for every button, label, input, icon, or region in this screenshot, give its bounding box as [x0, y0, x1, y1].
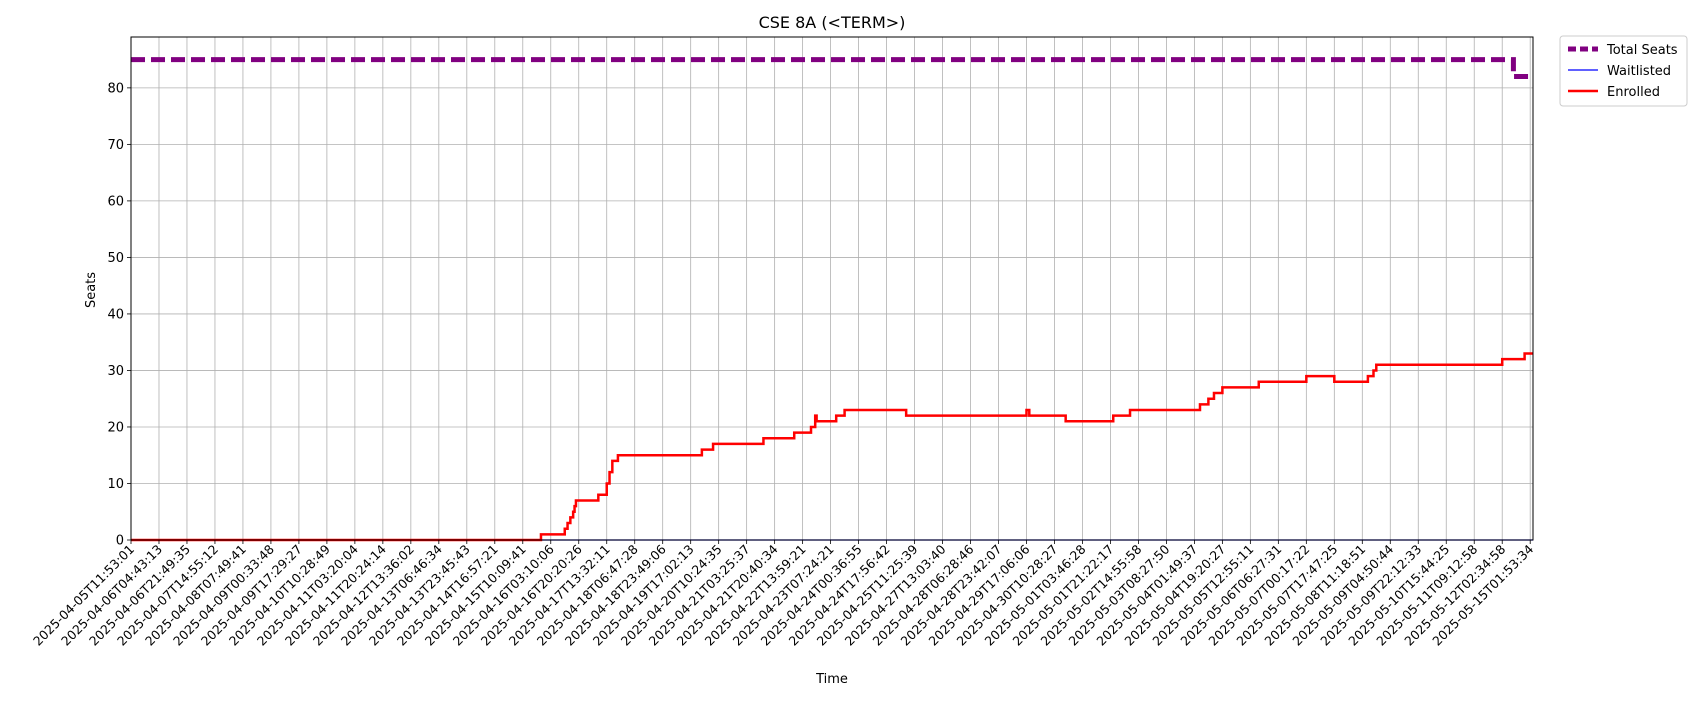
- legend: Total Seats Waitlisted Enrolled: [1559, 35, 1688, 107]
- y-tick-label: 40: [107, 307, 124, 322]
- series-lines: [131, 57, 1533, 542]
- y-tick-label: 30: [107, 364, 124, 379]
- y-tick-label: 60: [107, 194, 124, 209]
- x-axis-ticks: 2025-04-05T11:53:012025-04-06T04:43:1320…: [30, 540, 1536, 649]
- series-line-total-seats: [131, 57, 1533, 80]
- y-axis-label: Seats: [84, 272, 99, 308]
- series-line-enrolled: [131, 352, 1533, 542]
- x-axis-label: Time: [815, 672, 848, 687]
- chart-title: CSE 8A (<TERM>): [759, 13, 906, 32]
- y-tick-label: 10: [107, 477, 124, 492]
- legend-label-total-seats: Total Seats: [1606, 43, 1678, 58]
- legend-label-waitlisted: Waitlisted: [1607, 64, 1671, 79]
- y-tick-label: 80: [107, 81, 124, 96]
- y-tick-label: 0: [116, 534, 124, 549]
- plot-frame: [130, 36, 1534, 541]
- y-tick-label: 20: [107, 420, 124, 435]
- y-tick-label: 50: [107, 251, 124, 266]
- y-tick-label: 70: [107, 138, 124, 153]
- grid: [130, 37, 1533, 541]
- legend-label-enrolled: Enrolled: [1607, 85, 1660, 100]
- y-axis-ticks: 0 10 20 30 40 50 60 70 80: [107, 81, 131, 549]
- legend-frame: [1559, 35, 1688, 107]
